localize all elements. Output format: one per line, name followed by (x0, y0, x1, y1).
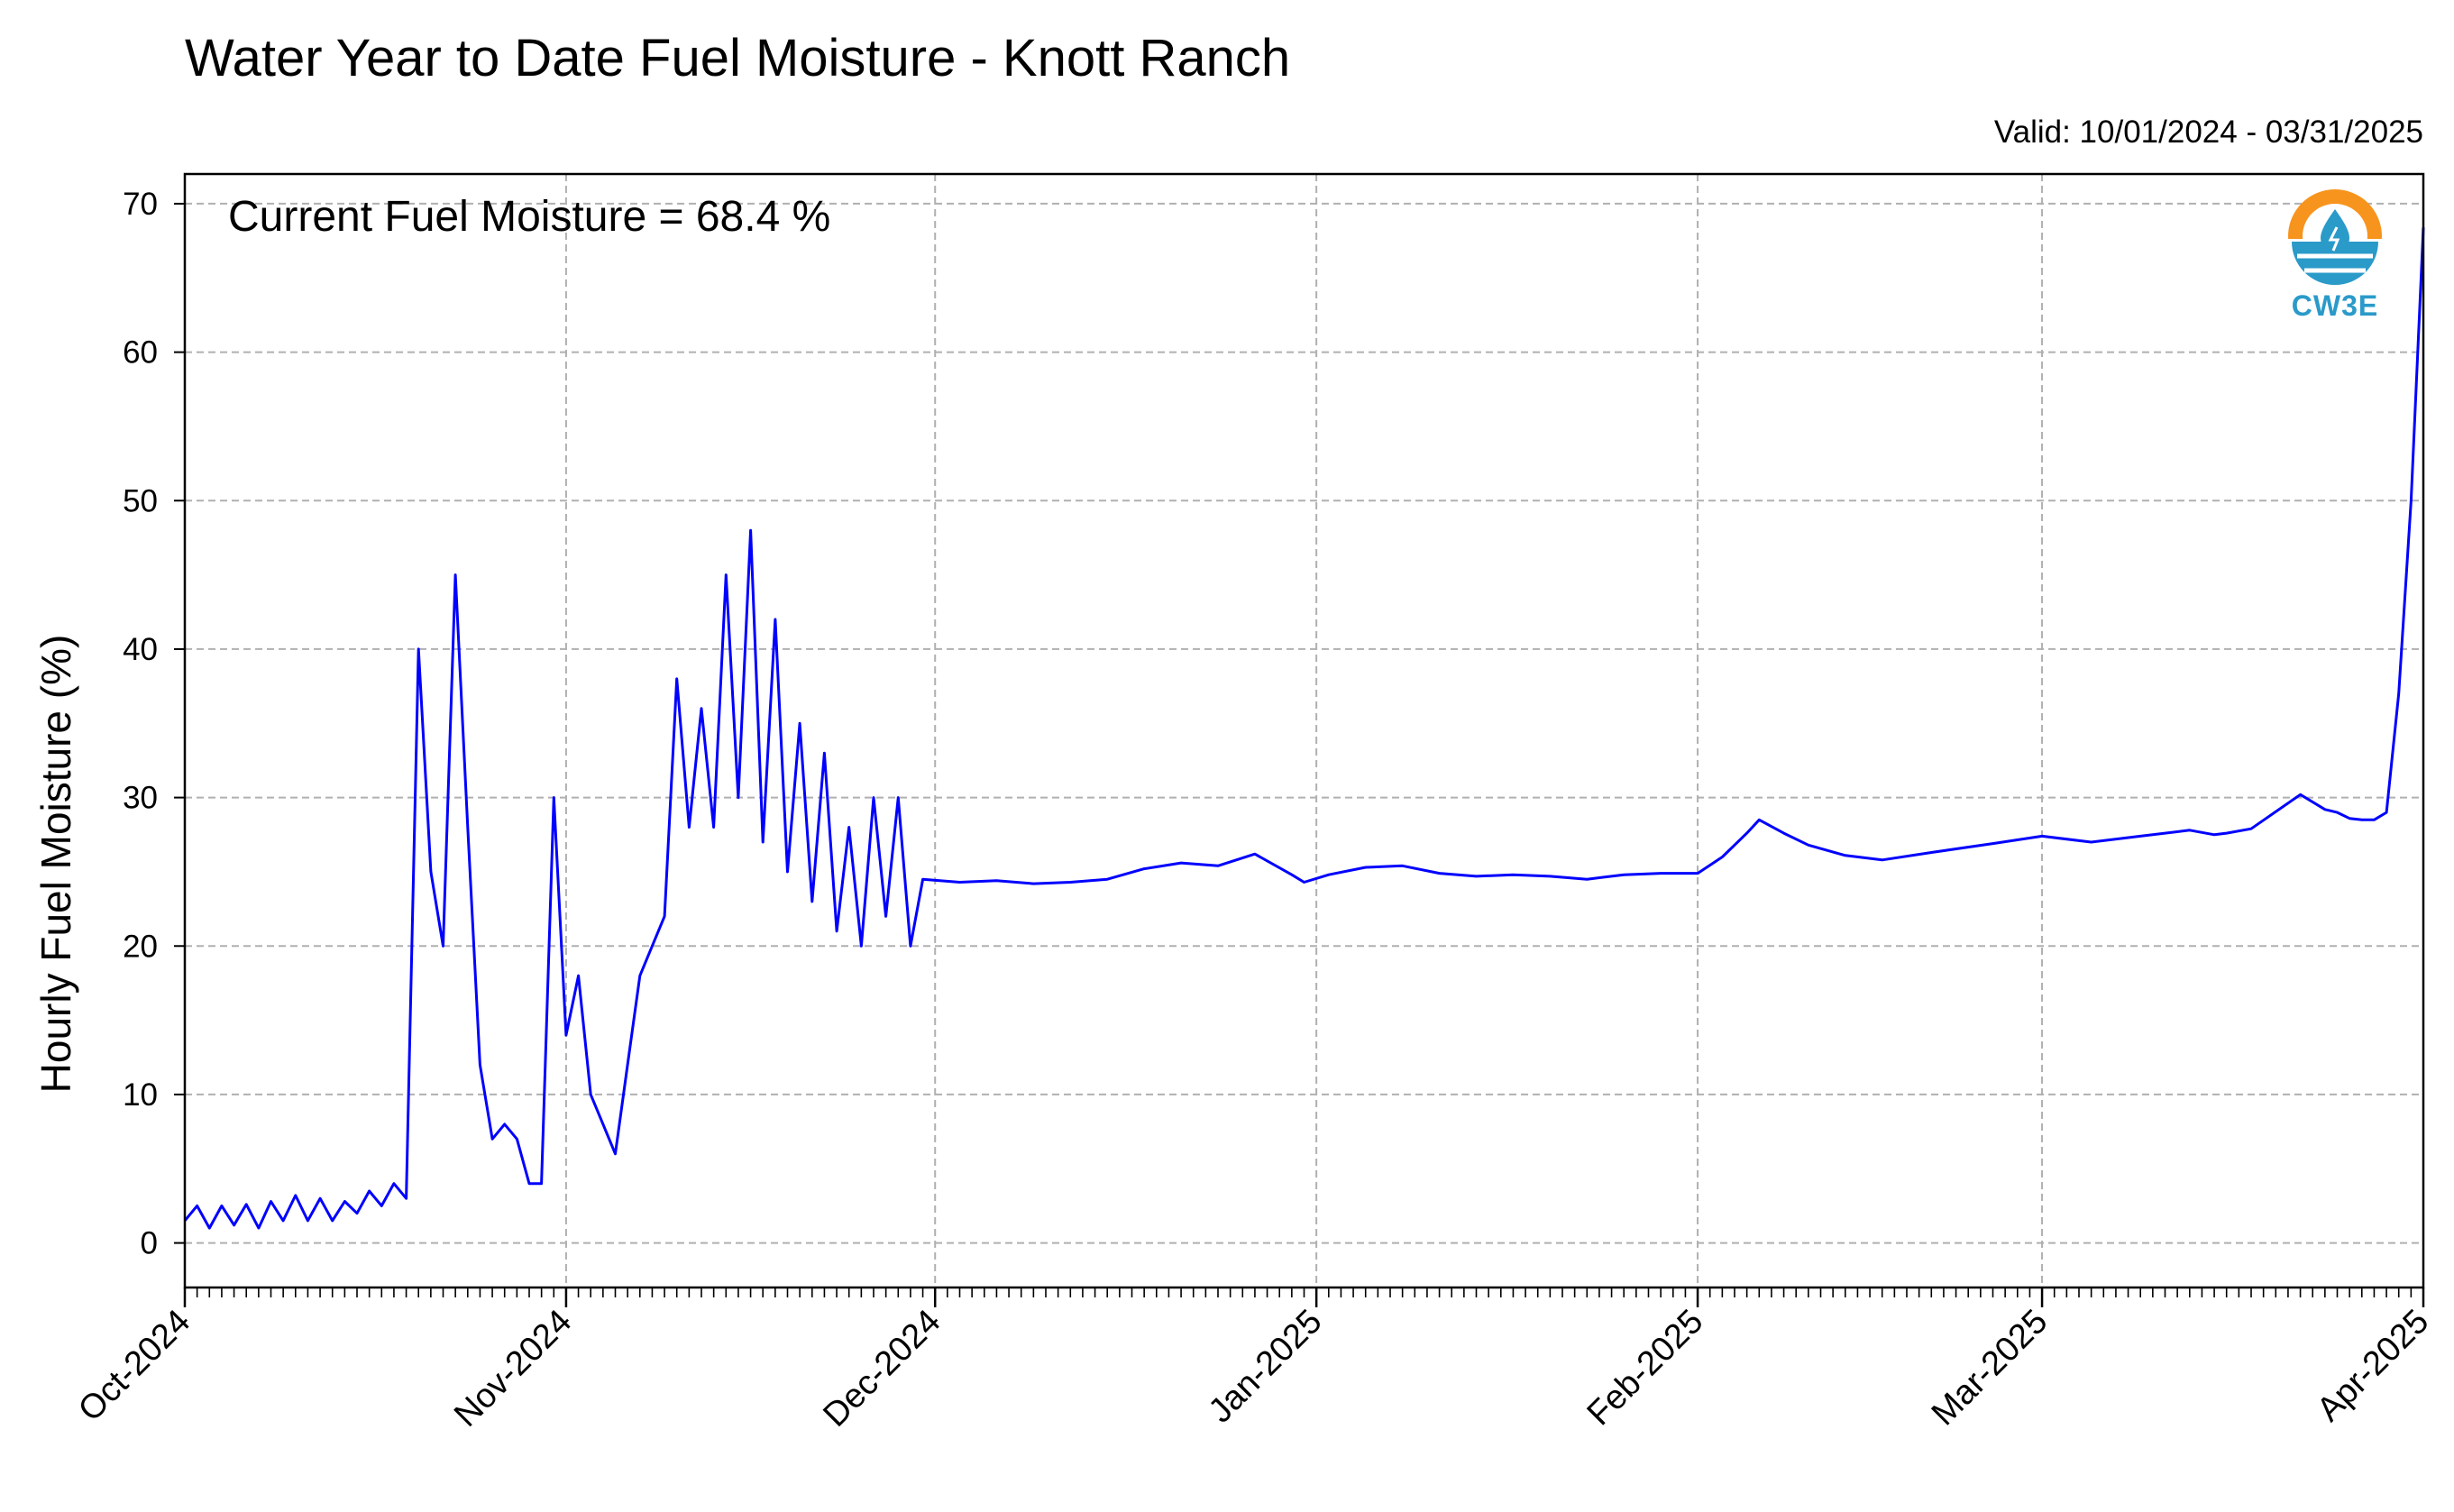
tick-labels: 0 10 20 30 40 50 60 70 Oct-2024 Nov-2024 Dec-2024 J… (71, 187, 2436, 1434)
x-tick-label: Apr-2025 (2310, 1303, 2436, 1429)
tick-marks (174, 202, 2425, 1307)
cw3e-logo: CW3E (2286, 189, 2384, 322)
x-tick-label: Mar-2025 (1925, 1303, 2056, 1434)
y-tick-label: 10 (123, 1077, 158, 1113)
y-tick-label: 40 (123, 632, 158, 667)
plot-frame (183, 172, 2425, 1289)
x-tick-label: Jan-2025 (1202, 1303, 1330, 1431)
data-line-layer (183, 227, 2425, 1230)
x-tick-label: Oct-2024 (71, 1303, 197, 1429)
current-fuel-moisture-annotation: Current Fuel Moisture = 68.4 % (228, 193, 830, 241)
valid-date-range: Valid: 10/01/2024 - 03/31/2025 (1994, 115, 2423, 150)
chart-title: Water Year to Date Fuel Moisture - Knott… (185, 29, 1290, 87)
axes (183, 172, 2425, 1289)
fuel-moisture-line (183, 227, 2425, 1230)
y-axis-label: Hourly Fuel Moisture (%) (32, 635, 79, 1094)
x-tick-label: Dec-2024 (816, 1303, 948, 1434)
cw3e-logo-text: CW3E (2292, 289, 2378, 322)
x-tick-label: Feb-2025 (1580, 1303, 1711, 1434)
y-tick-label: 70 (123, 187, 158, 222)
y-tick-label: 0 (141, 1226, 158, 1261)
y-tick-label: 60 (123, 335, 158, 371)
grid-lines (184, 174, 2424, 1287)
x-tick-label: Nov-2024 (447, 1303, 579, 1434)
y-tick-label: 30 (123, 781, 158, 816)
y-tick-label: 20 (123, 929, 158, 964)
y-tick-label: 50 (123, 483, 158, 518)
cw3e-logo-icon (2286, 189, 2384, 293)
